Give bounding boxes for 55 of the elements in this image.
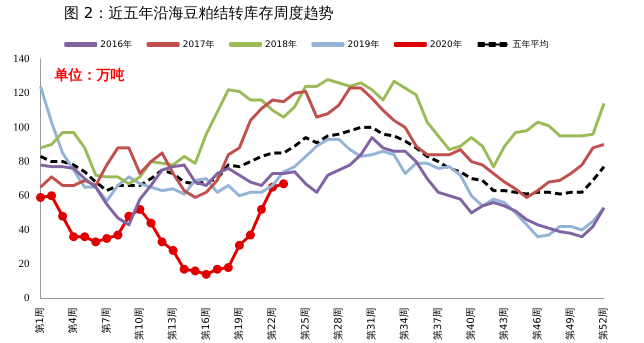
x-tick-label: 第10周 [134, 307, 146, 340]
legend-label: 2018年 [265, 38, 297, 50]
x-tick-label: 第16周 [200, 307, 212, 340]
y-tick-label: 40 [18, 224, 30, 236]
annotation: 单位：万吨 [54, 68, 124, 84]
point [212, 264, 222, 274]
x-tick-label: 第34周 [398, 307, 411, 340]
x-tick-label: 第37周 [432, 307, 444, 340]
y-tick-label: 100 [13, 121, 30, 134]
x-tick-label: 第31周 [366, 307, 378, 340]
point [256, 204, 266, 214]
point [224, 263, 233, 272]
y-tick-label: 0 [24, 292, 30, 304]
point [91, 237, 100, 246]
y-tick-label: 140 [13, 52, 30, 65]
point [190, 266, 200, 276]
y-tick-label: 120 [13, 87, 30, 100]
x-tick-label: 第1周 [34, 307, 46, 334]
legend-label: 五年平均 [512, 38, 548, 50]
legend-label: 2020年 [430, 38, 462, 50]
x-tick-label: 第40周 [465, 307, 478, 340]
point [113, 230, 122, 240]
x-tick-label: 第19周 [232, 307, 245, 340]
point [102, 234, 112, 243]
x-tick-label: 第4周 [67, 307, 80, 334]
x-tick-label: 第49周 [564, 307, 576, 340]
point [202, 270, 211, 279]
x-tick-label: 第13周 [166, 307, 179, 340]
point [146, 218, 156, 228]
point [180, 264, 189, 274]
point [279, 179, 288, 188]
legend-label: 2016年 [100, 38, 132, 50]
x-tick-label: 第52周 [598, 307, 610, 340]
chart-title: 图 2：近五年沿海豆粕结转库存周度趋势 [64, 4, 334, 23]
x-tick-label: 第7周 [100, 307, 112, 334]
point [234, 240, 244, 250]
point [36, 192, 45, 202]
x-tick-label: 第46周 [531, 307, 544, 340]
y-tick-label: 60 [18, 190, 30, 202]
point [58, 212, 68, 221]
y-tick-label: 80 [18, 155, 30, 168]
line-series [39, 126, 606, 196]
legend-label: 2017年 [182, 38, 215, 50]
legend-label: 2019年 [347, 38, 380, 50]
y-tick-label: 20 [18, 258, 30, 270]
x-tick-label: 第28周 [332, 307, 344, 340]
x-tick-label: 第43周 [498, 307, 510, 340]
point [168, 246, 178, 255]
point [158, 237, 167, 246]
x-tick-label: 第22周 [266, 307, 278, 340]
point [47, 191, 56, 200]
x-tick-label: 第25周 [299, 307, 312, 340]
point [246, 230, 255, 240]
point [69, 232, 78, 242]
point [80, 232, 90, 242]
